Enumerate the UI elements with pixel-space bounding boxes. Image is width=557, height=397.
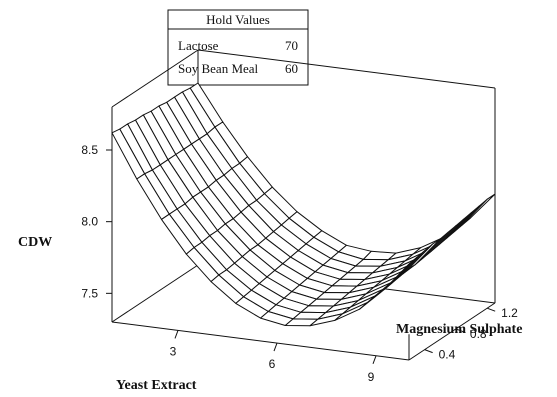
box-edge-left-top (111, 49, 199, 108)
x-tick-label-2: 9 (368, 370, 375, 384)
x-tick-mark-1 (273, 342, 278, 352)
hold-row-value-soy-bean-meal: 60 (285, 61, 298, 76)
hold-values-box: Hold Values Lactose 70 Soy Bean Meal 60 (167, 9, 309, 86)
y-tick-label-0: 0.4 (439, 348, 456, 362)
x-tick-label-1: 6 (269, 357, 276, 371)
z-axis-label: CDW (18, 235, 52, 250)
box-edge-back-top (197, 49, 496, 89)
box-edge-front-bottom (111, 321, 410, 361)
x-tick-label-0: 3 (170, 344, 177, 358)
z-tick-label-2: 8.5 (81, 143, 98, 157)
y-tick-mark-2 (487, 307, 496, 312)
hold-row-name-lactose: Lactose (178, 38, 219, 53)
box-edge-right-bottom (408, 302, 496, 361)
plot-box-front (111, 107, 496, 361)
surface-cell-11-0 (383, 256, 418, 290)
y-tick-label-1: 0.8 (470, 327, 487, 341)
z-tick-label-1: 8.0 (81, 215, 98, 229)
hold-row-value-lactose: 70 (285, 38, 298, 53)
box-edge-left-bottom (111, 264, 199, 323)
y-tick-label-2: 1.2 (501, 306, 518, 320)
x-tick-mark-0 (174, 330, 179, 339)
z-tick-label-0: 7.5 (81, 286, 98, 300)
y-tick-mark-0 (424, 349, 433, 354)
x-tick-mark-2 (372, 355, 377, 364)
hold-values-frame (167, 9, 309, 86)
axis-ticks: 7.5 8.0 8.5 3 6 9 0.4 0.8 1.2 (81, 143, 518, 384)
y-tick-mark-1 (455, 328, 465, 333)
hold-row-name-soy-bean-meal: Soy Bean Meal (178, 61, 259, 76)
hold-values-title: Hold Values (206, 12, 270, 27)
y-axis-label: Magnesium Sulphate (396, 322, 522, 337)
surface-mesh (111, 82, 496, 327)
x-axis-label: Yeast Extract (116, 378, 197, 392)
